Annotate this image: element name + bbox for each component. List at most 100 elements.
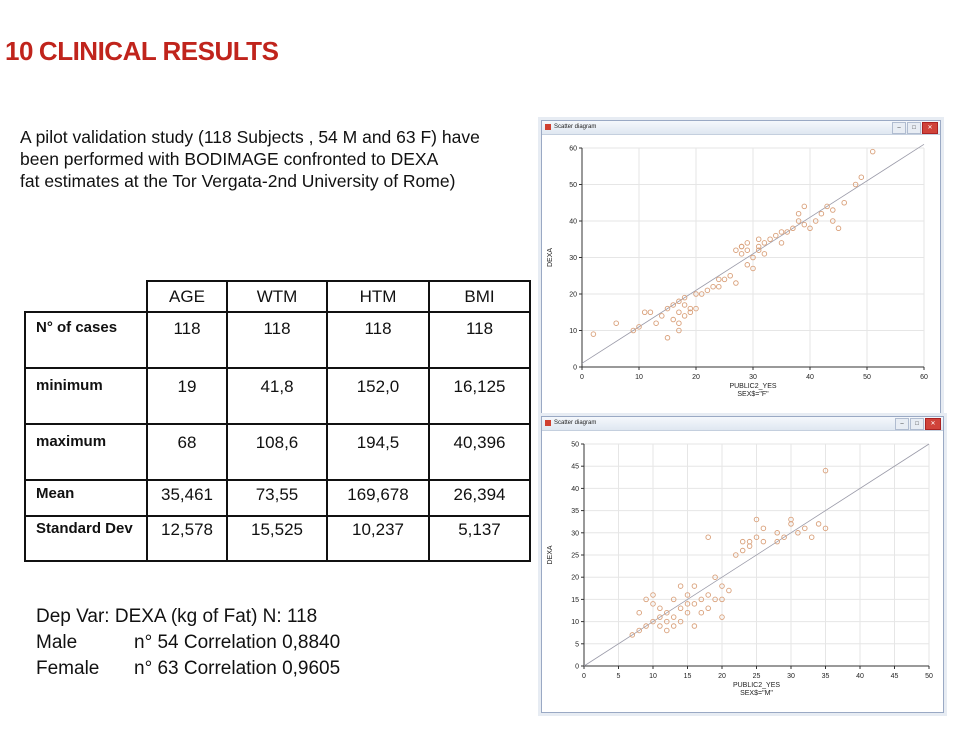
data-point bbox=[795, 218, 802, 224]
data-point bbox=[659, 313, 665, 319]
x-tick-label: 35 bbox=[822, 673, 830, 680]
data-point bbox=[710, 283, 716, 290]
x-tick-label: 50 bbox=[863, 374, 871, 381]
data-point bbox=[664, 305, 671, 312]
close-button[interactable]: ✕ bbox=[922, 122, 938, 134]
x-tick-label: 50 bbox=[925, 673, 933, 680]
y-tick-label: 50 bbox=[569, 182, 577, 189]
column-header: WTM bbox=[226, 280, 328, 313]
data-point bbox=[647, 309, 654, 315]
row-label: minimum bbox=[24, 367, 148, 425]
table-cell: 73,55 bbox=[226, 479, 328, 517]
maximize-button[interactable]: □ bbox=[910, 418, 924, 430]
window-titlebar[interactable]: Scatter diagram – □ ✕ bbox=[542, 121, 940, 135]
x-tick-label: 15 bbox=[684, 673, 692, 680]
data-point bbox=[767, 236, 773, 242]
data-point bbox=[733, 247, 739, 253]
x-axis-subtitle: SEX$="F" bbox=[737, 391, 769, 398]
data-point bbox=[657, 614, 663, 620]
scatter-window-female: Scatter diagram – □ ✕ 0 10 20 30 40 50 60 0 10 20… bbox=[541, 120, 941, 414]
data-point bbox=[760, 525, 767, 532]
table-cell: 19 bbox=[146, 367, 228, 425]
row-label: Mean bbox=[24, 479, 148, 517]
data-point bbox=[657, 623, 663, 629]
data-point bbox=[830, 207, 836, 213]
data-point bbox=[676, 309, 682, 315]
window-titlebar[interactable]: Scatter diagram – □ ✕ bbox=[542, 417, 943, 431]
y-tick-label: 30 bbox=[571, 530, 579, 537]
table-cell: 118 bbox=[326, 311, 430, 369]
male-correlation: n° 54 Correlation 0,8840 bbox=[134, 632, 341, 653]
x-tick-label: 5 bbox=[617, 673, 621, 680]
regression-line bbox=[581, 144, 925, 364]
data-point bbox=[818, 210, 825, 217]
data-point bbox=[670, 316, 676, 323]
data-point bbox=[719, 596, 725, 603]
data-point bbox=[719, 583, 725, 589]
window-controls: – □ ✕ bbox=[895, 418, 941, 430]
window-title: Scatter diagram bbox=[554, 124, 597, 130]
close-button[interactable]: ✕ bbox=[925, 418, 941, 430]
table-cell: 41,8 bbox=[226, 367, 328, 425]
y-tick-label: 50 bbox=[571, 442, 579, 449]
data-point bbox=[698, 291, 705, 297]
minimize-button[interactable]: – bbox=[895, 418, 909, 430]
female-correlation: n° 63 Correlation 0,9605 bbox=[134, 658, 341, 679]
maximize-button[interactable]: □ bbox=[907, 122, 921, 134]
data-point bbox=[643, 623, 649, 629]
data-point bbox=[684, 601, 691, 607]
data-point bbox=[677, 618, 684, 625]
table-cell: 15,525 bbox=[226, 515, 328, 562]
row-label: Standard Dev bbox=[24, 515, 148, 562]
data-point bbox=[773, 232, 779, 239]
table-cell: 26,394 bbox=[428, 479, 531, 517]
table-row: maximum 68 108,6 194,5 40,396 bbox=[24, 423, 531, 481]
section-title: CLINICAL RESULTS bbox=[38, 36, 279, 66]
x-tick-label: 0 bbox=[580, 374, 584, 381]
data-point bbox=[739, 538, 746, 545]
x-axis-label: PUBLIC2_YES bbox=[733, 682, 780, 689]
data-point bbox=[774, 538, 780, 545]
data-point bbox=[755, 247, 762, 253]
x-tick-label: 40 bbox=[856, 673, 864, 680]
table-cell: 118 bbox=[146, 311, 228, 369]
x-axis-label: PUBLIC2_YES bbox=[729, 383, 776, 390]
x-tick-label: 40 bbox=[806, 374, 814, 381]
data-point bbox=[716, 276, 722, 283]
data-point bbox=[738, 251, 745, 257]
table-row: N° of cases 118 118 118 118 bbox=[24, 311, 531, 369]
data-point bbox=[653, 320, 659, 326]
row-label: maximum bbox=[24, 423, 148, 481]
x-tick-label: 45 bbox=[891, 673, 899, 680]
data-point bbox=[681, 294, 688, 301]
y-axis-label: DEXA bbox=[547, 248, 554, 267]
data-point bbox=[691, 623, 698, 629]
minimize-button[interactable]: – bbox=[892, 122, 906, 134]
table-cell: 169,678 bbox=[326, 479, 430, 517]
data-point bbox=[704, 287, 711, 294]
column-header: HTM bbox=[326, 280, 430, 313]
app-icon bbox=[545, 420, 551, 426]
data-point bbox=[698, 609, 705, 616]
data-point bbox=[681, 302, 688, 308]
app-icon bbox=[545, 124, 551, 130]
data-point bbox=[778, 229, 785, 235]
data-point bbox=[858, 174, 865, 180]
intro-line-2: been performed with BODIMAGE confronted … bbox=[20, 149, 439, 169]
female-label: Female bbox=[36, 658, 100, 679]
y-tick-label: 0 bbox=[573, 365, 577, 372]
y-tick-label: 15 bbox=[571, 597, 579, 604]
data-point bbox=[716, 283, 722, 290]
data-point bbox=[852, 181, 859, 188]
data-point bbox=[781, 534, 787, 540]
data-point bbox=[712, 596, 718, 603]
table-cell: 194,5 bbox=[326, 423, 430, 481]
scatter-window-male: Scatter diagram – □ ✕ 0 5 10 15 20 25 30 35 40 45… bbox=[541, 416, 944, 713]
data-point bbox=[629, 632, 636, 638]
y-tick-label: 10 bbox=[569, 328, 577, 335]
data-point bbox=[801, 203, 808, 210]
data-point bbox=[676, 298, 682, 305]
data-point bbox=[636, 627, 642, 634]
data-point bbox=[746, 538, 753, 545]
data-point bbox=[744, 240, 751, 246]
